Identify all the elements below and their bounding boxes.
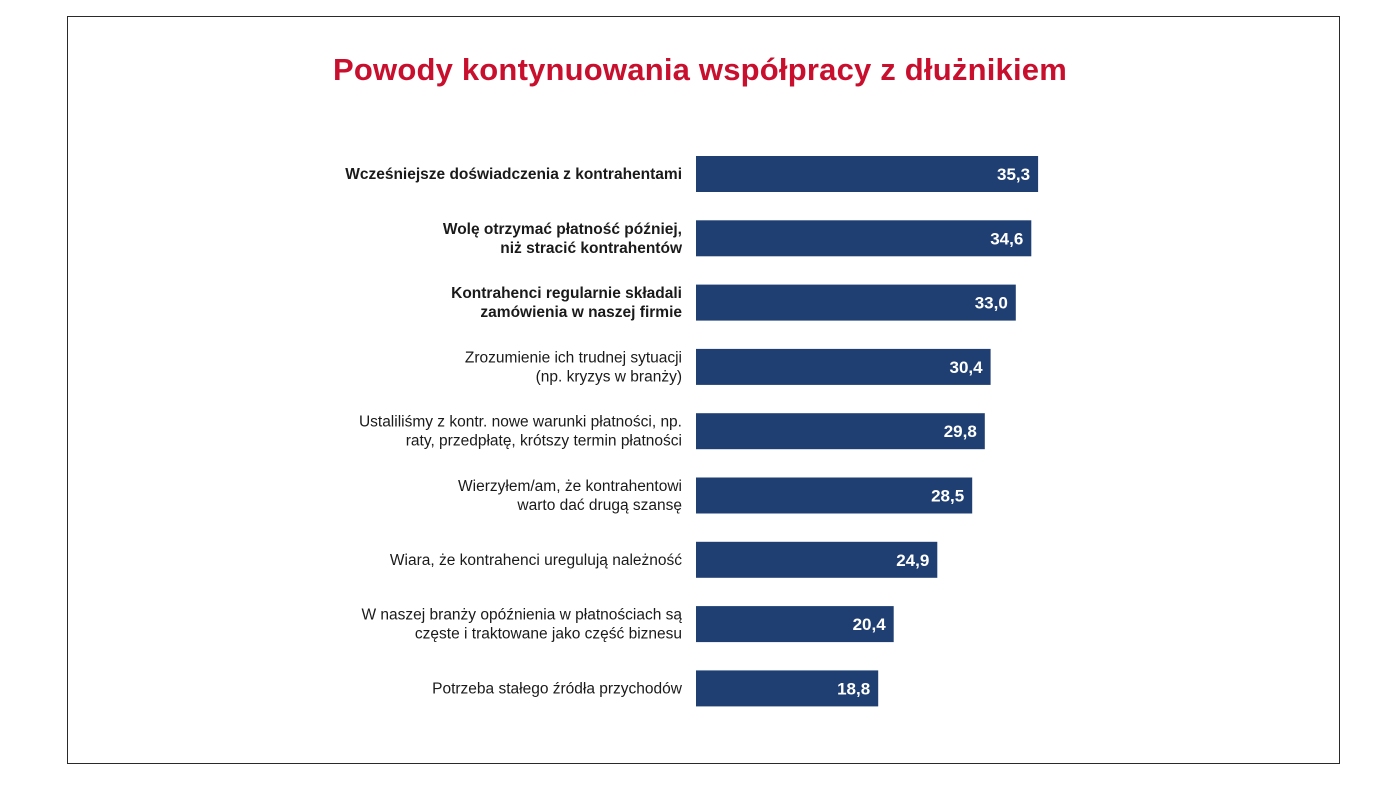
value-label-4: 30,4 <box>950 358 984 377</box>
bar-4 <box>696 348 991 385</box>
category-label-line: Wolę otrzymać płatność później, <box>443 221 682 238</box>
bar-3 <box>696 284 1016 321</box>
category-label-line: raty, przedpłatę, krótszy termin płatnoś… <box>406 433 682 450</box>
bar-5 <box>696 413 985 450</box>
category-label-5: Ustaliliśmy z kontr. nowe warunki płatno… <box>359 414 682 450</box>
value-label-8: 20,4 <box>853 615 887 634</box>
category-label-line: Wiara, że kontrahenci uregulują należnoś… <box>390 552 682 569</box>
category-label-1: Wcześniejsze doświadczenia z kontrahenta… <box>345 166 682 183</box>
category-label-line: W naszej branży opóźnienia w płatnościac… <box>361 607 682 624</box>
category-label-line: Ustaliliśmy z kontr. nowe warunki płatno… <box>359 414 682 431</box>
bar-2 <box>696 220 1032 257</box>
bar-9 <box>696 670 879 707</box>
bar-1 <box>696 156 1039 192</box>
category-label-4: Zrozumienie ich trudnej sytuacji (np. kry… <box>465 349 682 385</box>
value-label-2: 34,6 <box>990 229 1023 248</box>
bar-8 <box>696 606 894 643</box>
category-label-line: Potrzeba stałego źródła przychodów <box>432 680 683 697</box>
category-label-line: częste i traktowane jako część biznesu <box>415 626 682 643</box>
category-label-2: Wolę otrzymać płatność później, niż strac… <box>443 221 683 257</box>
value-label-5: 29,8 <box>944 422 977 441</box>
category-label-line: warto dać drugą szansę <box>516 497 682 514</box>
category-label-line: niż stracić kontrahentów <box>500 240 683 257</box>
bar-6 <box>696 477 973 514</box>
category-label-line: zamówienia w naszej firmie <box>480 304 682 321</box>
category-label-line: Kontrahenci regularnie składali <box>451 285 682 302</box>
category-label-6: Wierzyłem/am, że kontrahentowi warto dać … <box>458 478 682 514</box>
category-label-7: Wiara, że kontrahenci uregulują należnoś… <box>390 552 682 569</box>
bar-7 <box>696 541 938 578</box>
category-label-3: Kontrahenci regularnie składali zamówieni… <box>451 285 682 321</box>
category-label-8: W naszej branży opóźnienia w płatnościac… <box>361 607 682 643</box>
category-label-line: Wcześniejsze doświadczenia z kontrahenta… <box>345 166 682 183</box>
category-label-line: (np. kryzys w branży) <box>536 368 682 385</box>
chart-title: Powody kontynuowania współpracy z dłużni… <box>333 52 1067 87</box>
category-label-line: Wierzyłem/am, że kontrahentowi <box>458 478 682 495</box>
category-label-9: Potrzeba stałego źródła przychodów <box>432 680 683 697</box>
value-label-1: 35,3 <box>997 165 1030 184</box>
value-label-6: 28,5 <box>931 487 964 506</box>
value-label-3: 33,0 <box>975 294 1008 313</box>
value-label-9: 18,8 <box>837 679 870 698</box>
value-label-7: 24,9 <box>896 551 929 570</box>
category-label-line: Zrozumienie ich trudnej sytuacji <box>465 349 682 366</box>
